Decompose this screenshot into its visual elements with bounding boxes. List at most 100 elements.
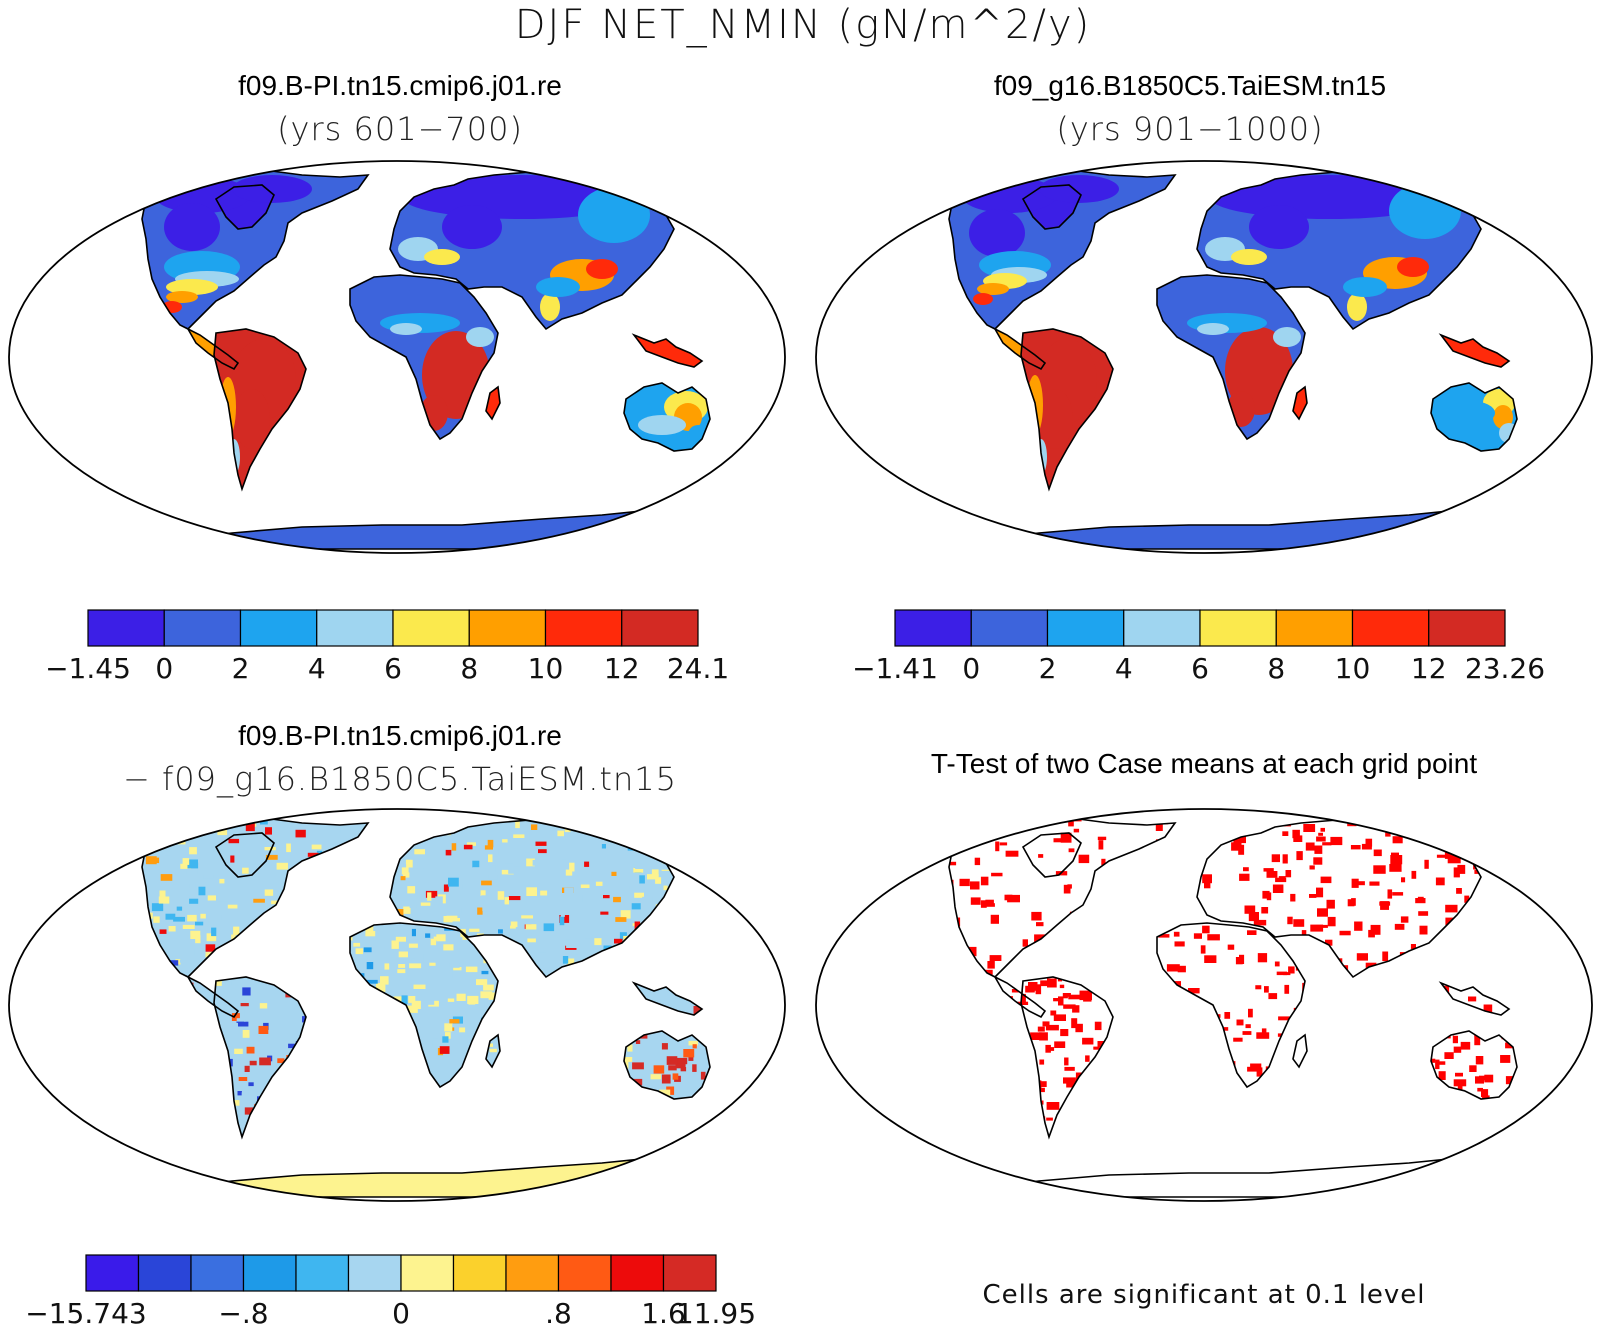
coastline-indo — [1438, 981, 1511, 1016]
colorbar-swatch — [662, 1254, 717, 1292]
colorbar-label: −1.41 — [852, 652, 938, 685]
field-sa — [234, 389, 270, 449]
field-aus — [1493, 405, 1513, 429]
colorbar-label: 24.1 — [667, 652, 729, 685]
field-aus — [1447, 401, 1495, 425]
colorbar-swatch — [1351, 609, 1430, 647]
region-gre — [1023, 833, 1081, 877]
coastline-cam — [185, 975, 240, 1019]
region-sa — [214, 977, 306, 1137]
coastline-sa — [213, 328, 307, 492]
panel-2-title: f09_g16.B1850C5.TaiESM.tn15 — [993, 70, 1387, 101]
coastline-afr — [1156, 274, 1306, 441]
field-eur — [1249, 205, 1309, 249]
region-na — [949, 818, 1175, 977]
coastline-gre — [214, 832, 275, 878]
colorbar-swatch — [1428, 609, 1506, 647]
coastline-indo — [631, 981, 704, 1016]
colorbar-swatch — [1275, 609, 1354, 647]
colorbar-label: 23.26 — [1465, 652, 1545, 685]
field-na — [969, 209, 1025, 257]
field-eur — [1343, 277, 1387, 297]
coastline-mad — [1292, 385, 1308, 421]
colorbar-swatch — [544, 609, 623, 647]
coastline-sa — [213, 976, 307, 1140]
region-indo — [1441, 335, 1509, 367]
colorbar-swatch — [468, 609, 547, 647]
coastline-afr — [349, 274, 499, 441]
main-title: DJF NET_NMIN (gN/m^2/y) — [514, 2, 1092, 48]
panel-3-colorbar: −15.743 −.8 0 .8 1.611.95 — [25, 1254, 756, 1327]
coastline-aus — [623, 382, 711, 452]
colorbar-swatch — [87, 609, 165, 647]
colorbar-swatch — [392, 609, 470, 647]
coastline-afr — [1156, 922, 1306, 1089]
colorbar-label: 11.95 — [676, 1297, 756, 1327]
field-na — [961, 177, 1057, 213]
colorbar-label: 0 — [155, 652, 173, 685]
field-afr — [1197, 323, 1229, 335]
coastline-mad — [1292, 1033, 1308, 1069]
colorbar-label: −.8 — [218, 1297, 268, 1327]
colorbar-label: 8 — [1267, 652, 1285, 685]
panel-4-title: T-Test of two Case means at each grid po… — [930, 748, 1478, 779]
coastline-cam — [185, 327, 240, 371]
field-afr — [390, 323, 422, 335]
field-afr — [1273, 327, 1301, 347]
panel-1-title: f09.B-PI.tn15.cmip6.j01.re — [238, 70, 562, 101]
colorbar-swatch — [894, 609, 972, 647]
colorbar-label: 2 — [232, 652, 250, 685]
coastline-aus — [623, 1030, 711, 1100]
coastline-sa — [1020, 976, 1114, 1140]
colorbar-swatch — [137, 1254, 192, 1292]
field-eur — [424, 249, 460, 265]
colorbar-swatch — [316, 609, 394, 647]
colorbar-label: 0 — [392, 1297, 410, 1327]
coastline-aus — [1430, 382, 1518, 452]
colorbar-swatch — [347, 1254, 402, 1292]
field-eur — [586, 259, 618, 279]
colorbar-label: 4 — [308, 652, 326, 685]
coastline-sa — [1020, 328, 1114, 492]
colorbar-label: 12 — [604, 652, 640, 685]
colorbar-swatch — [1123, 609, 1201, 647]
panel-4-footnote: Cells are significant at 0.1 level — [982, 1280, 1426, 1310]
coastline-eur — [389, 168, 694, 331]
coastline-na — [948, 169, 1177, 330]
colorbar-label: 10 — [528, 652, 564, 685]
coastline-na — [141, 169, 370, 330]
panel-2-map — [815, 160, 1593, 554]
coastline-indo — [631, 333, 704, 368]
coastline-cam — [992, 327, 1047, 371]
field-aus — [638, 415, 686, 435]
colorbar-swatch — [610, 1254, 665, 1292]
colorbar-swatch — [163, 609, 242, 647]
colorbar-swatch — [452, 1254, 507, 1292]
coastline-eur — [1196, 168, 1501, 331]
coastline-eur — [389, 816, 694, 979]
region-mad — [1293, 1035, 1307, 1067]
colorbar-swatch — [557, 1254, 612, 1292]
field-na — [162, 301, 182, 313]
coastline-gre — [1021, 184, 1082, 230]
colorbar-label: 10 — [1335, 652, 1371, 685]
field-na — [973, 293, 993, 305]
region-indo — [634, 983, 702, 1015]
colorbar-label: 8 — [460, 652, 478, 685]
panel-4-map — [815, 808, 1593, 1202]
region-aus — [1431, 1031, 1517, 1099]
colorbar-label: 12 — [1411, 652, 1447, 685]
panel-3-subtitle: − f09_g16.B1850C5.TaiESM.tn15 — [123, 760, 677, 798]
coastline-na — [948, 817, 1177, 978]
field-na — [1039, 175, 1119, 203]
colorbar-label: .8 — [545, 1297, 572, 1327]
region-eur — [390, 817, 692, 977]
panel-2-colorbar: −1.41 0 2 4 6 8 10 12 23.26 — [852, 609, 1545, 685]
coastline-afr — [349, 922, 499, 1089]
region-mad — [486, 387, 500, 419]
map-frame — [815, 808, 1593, 1202]
colorbar-label: 6 — [1191, 652, 1209, 685]
field-sa — [1037, 389, 1073, 449]
colorbar-label: −1.45 — [45, 652, 131, 685]
field-eur — [442, 205, 502, 249]
